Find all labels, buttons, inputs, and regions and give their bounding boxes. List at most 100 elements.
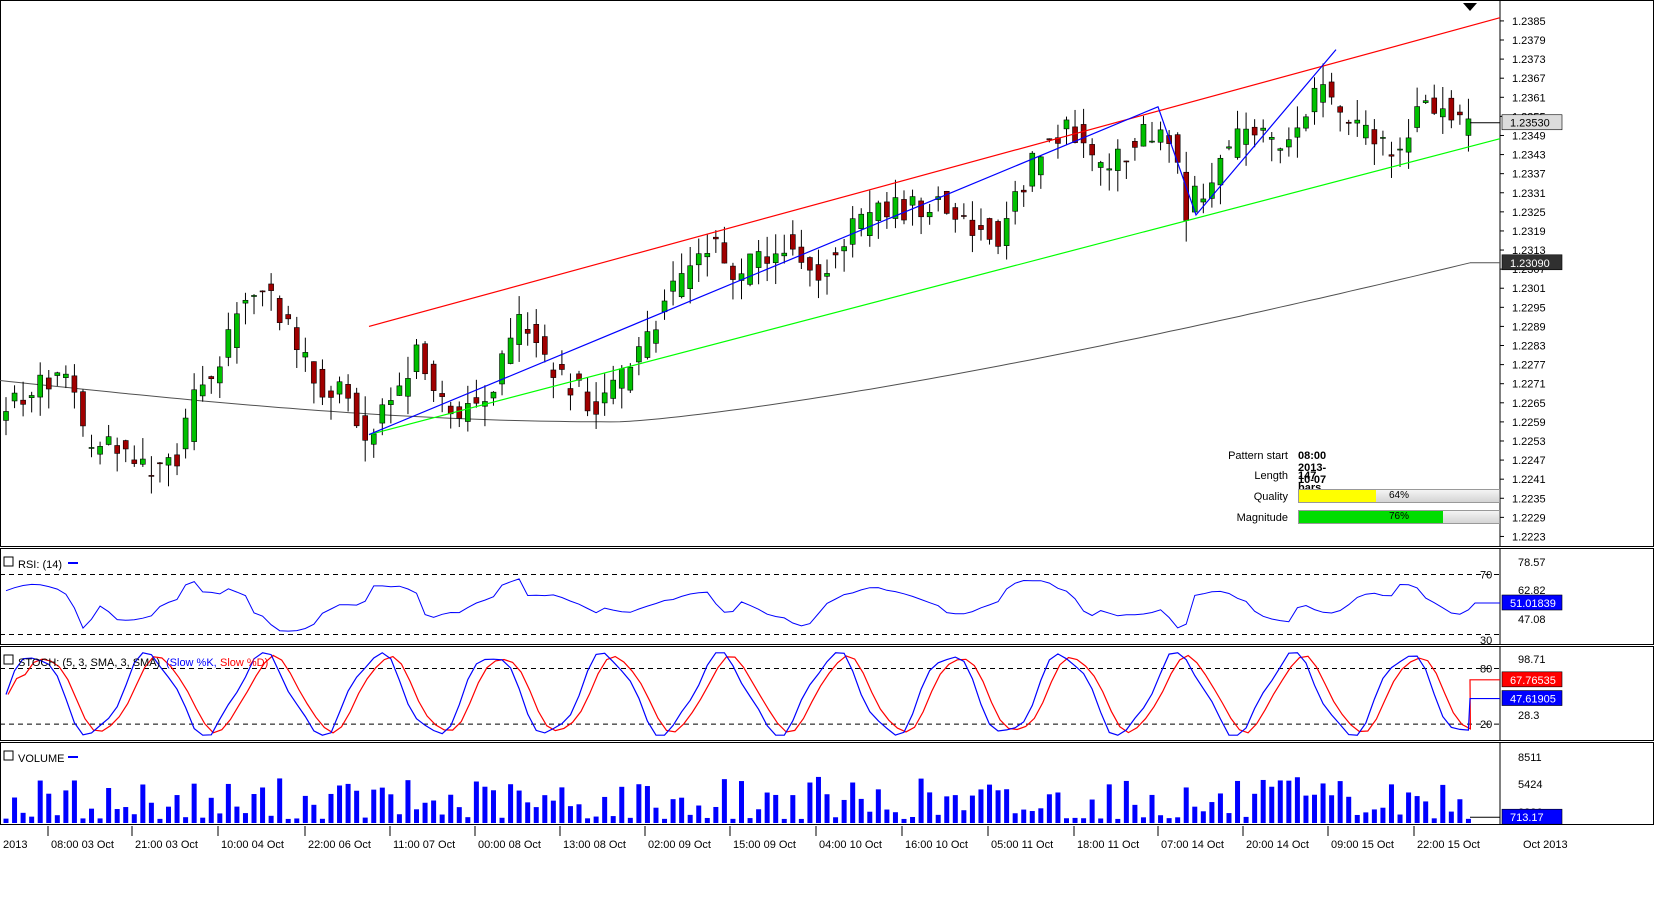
volume-bar	[781, 818, 787, 823]
volume-bar	[422, 802, 428, 823]
volume-bar	[1440, 784, 1446, 823]
volume-bar	[362, 817, 368, 823]
volume-bar	[1457, 799, 1463, 823]
volume-bar	[653, 807, 659, 823]
candle-body	[268, 283, 274, 291]
volume-bar	[1294, 777, 1300, 823]
candle-body	[54, 372, 61, 376]
time-tick-label: 2013	[3, 839, 27, 851]
volume-bar	[54, 815, 60, 823]
length-label: Length	[1254, 470, 1288, 482]
candle-body	[114, 445, 120, 454]
volume-bar	[191, 783, 197, 823]
candle-body	[328, 390, 334, 398]
magnitude-fill	[1299, 511, 1444, 523]
candle-body	[807, 257, 813, 271]
volume-bar	[841, 799, 847, 823]
candle-body	[1003, 218, 1010, 246]
candle-body	[1209, 182, 1215, 199]
candle-body	[790, 234, 796, 250]
candle-body	[473, 397, 480, 404]
volume-bar	[927, 792, 933, 823]
volume-bar	[1063, 818, 1069, 823]
volume-bar	[679, 797, 685, 823]
candle-body	[884, 201, 890, 218]
candle-body	[1388, 154, 1395, 157]
candle-body	[1157, 129, 1164, 143]
volume-bar	[944, 796, 950, 823]
candle-body	[405, 378, 411, 397]
candle-body	[1448, 97, 1455, 121]
volume-bar	[525, 802, 531, 823]
candle-body	[259, 290, 266, 293]
rsi-axis-label: 78.57	[1518, 557, 1546, 569]
volume-bar	[961, 810, 967, 823]
volume-bar	[294, 818, 300, 823]
volume-bar	[242, 813, 248, 823]
candle-body	[875, 202, 882, 221]
volume-bar	[1303, 795, 1309, 823]
stoch-d-value-tag: 67.76535	[1510, 675, 1556, 687]
volume-bar	[1106, 784, 1112, 823]
candle-body	[584, 391, 591, 412]
candle-body	[961, 215, 967, 217]
volume-axis-label: 8511	[1518, 752, 1542, 764]
candle-body	[388, 400, 394, 405]
volume-bar	[490, 790, 496, 823]
volume-bar	[1277, 780, 1283, 823]
candle-body	[576, 373, 582, 381]
volume-bar	[764, 792, 770, 823]
volume-bar	[1123, 780, 1129, 823]
candle-body	[567, 388, 574, 396]
candle-body	[636, 346, 642, 363]
volume-bar	[1252, 793, 1258, 823]
volume-bar	[1192, 806, 1198, 823]
volume-bar	[892, 812, 898, 823]
candle-body	[730, 265, 736, 280]
candle-body	[1123, 160, 1130, 163]
candle-body	[747, 253, 753, 285]
volume-bar	[251, 794, 257, 823]
candle-body	[781, 252, 788, 257]
volume-bar	[1235, 780, 1241, 823]
volume-bar	[302, 795, 308, 823]
volume-bar	[875, 789, 881, 823]
price-tick-label: 1.2253	[1512, 436, 1546, 448]
candle-body	[105, 436, 112, 445]
price-tick-label: 1.2259	[1512, 417, 1546, 429]
candle-body	[191, 389, 197, 442]
candle-body	[687, 265, 693, 289]
candle-body	[1311, 87, 1318, 113]
candle-body	[533, 324, 540, 343]
volume-bar	[1089, 799, 1095, 823]
price-tick-label: 1.2301	[1512, 283, 1546, 295]
volume-bar	[747, 818, 753, 823]
volume-bar	[790, 795, 796, 823]
candle-body	[1371, 129, 1378, 145]
price-tick-label: 1.2241	[1512, 474, 1546, 486]
candle-body	[969, 219, 976, 236]
volume-bar	[37, 780, 43, 823]
candle-body	[1046, 138, 1053, 141]
volume-bar	[1243, 816, 1249, 823]
time-tick-label: 10:00 04 Oct	[221, 839, 284, 851]
candle-body	[1268, 137, 1275, 140]
volume-bar	[165, 806, 171, 823]
candle-body	[995, 221, 1001, 247]
time-tick-label: 02:00 09 Oct	[648, 839, 711, 851]
candle-body	[661, 300, 668, 313]
candle-body	[772, 253, 779, 264]
quality-label: Quality	[1253, 491, 1288, 503]
volume-bar	[662, 818, 668, 823]
volume-bar	[619, 786, 625, 823]
volume-bar	[311, 804, 317, 823]
candle-body	[148, 475, 155, 477]
rsi-label: RSI: (14)	[18, 559, 62, 571]
volume-bar	[396, 814, 402, 823]
volume-bar	[319, 818, 325, 823]
candle-body	[242, 299, 249, 304]
volume-bar	[1055, 792, 1061, 823]
volume-close-box	[3, 750, 14, 761]
volume-bar	[1286, 780, 1292, 823]
volume-bar	[687, 814, 693, 823]
